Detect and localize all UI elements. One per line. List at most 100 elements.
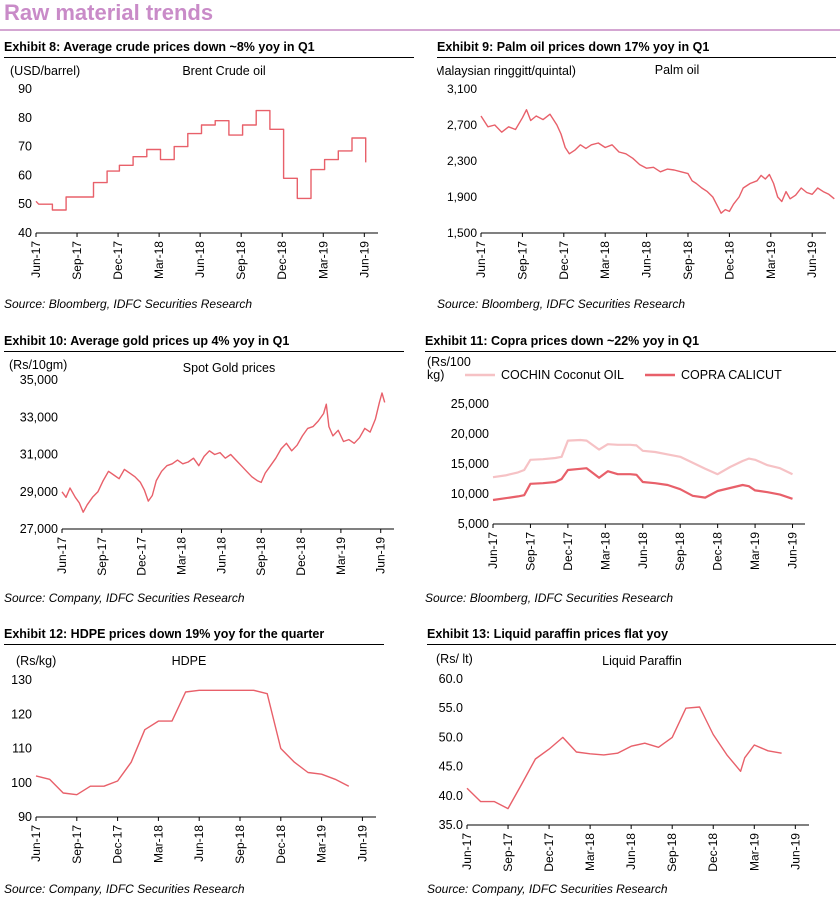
x-tick-label: Jun-18 — [636, 532, 650, 569]
x-tick-label: Sep-17 — [501, 833, 515, 872]
x-tick-label: Sep-17 — [70, 241, 84, 280]
source-note: Source: Bloomberg, IDFC Securities Resea… — [4, 297, 253, 311]
y-tick-label: 2,700 — [447, 118, 477, 132]
y-tick-label: 100 — [11, 776, 32, 790]
x-tick-label: Jun-19 — [786, 532, 800, 569]
x-tick-label: Jun-17 — [460, 833, 474, 870]
y-tick-label: 15,000 — [451, 457, 489, 471]
y-axis-label: (Rs/kg) — [16, 654, 56, 668]
source-note: Source: Bloomberg, IDFC Securities Resea… — [425, 591, 674, 605]
y-tick-label: 1,500 — [447, 226, 477, 240]
exhibit-12-panel: Exhibit 12: HDPE prices down 19% yoy for… — [4, 627, 414, 899]
page-title: Raw material trends — [4, 0, 214, 25]
y-tick-label: 50 — [18, 197, 32, 211]
x-tick-label: Dec-18 — [275, 241, 289, 280]
y-tick-label: 45.0 — [439, 760, 463, 774]
y-tick-label: 25,000 — [451, 397, 489, 411]
exhibit-divider — [425, 351, 836, 352]
x-tick-label: Dec-17 — [135, 537, 149, 576]
y-tick-label: 90 — [18, 810, 32, 824]
source-note: Source: Bloomberg, IDFC Securities Resea… — [437, 297, 686, 311]
x-tick-label: Mar-18 — [152, 241, 166, 279]
x-tick-label: Sep-17 — [70, 825, 84, 864]
exhibit-10-chart: (Rs/10gm) Spot Gold prices 27,000 29,000 31,… — [9, 358, 394, 576]
y-tick-label: 40.0 — [439, 789, 463, 803]
y-tick-label: 1,900 — [447, 190, 477, 204]
y-tick-label: 60 — [18, 168, 32, 182]
x-tick-label: Dec-18 — [711, 532, 725, 571]
x-tick-label: Mar-19 — [747, 833, 761, 871]
exhibit-8-panel: Exhibit 8: Average crude prices down ~8%… — [4, 40, 414, 315]
x-tick-label: Dec-18 — [274, 825, 288, 864]
x-tick-label: Sep-18 — [681, 241, 695, 280]
y-tick-label: 55.0 — [439, 701, 463, 715]
y-tick-label: 110 — [12, 742, 32, 756]
exhibit-11-panel: Exhibit 11: Copra prices down ~22% yoy i… — [425, 334, 836, 609]
x-tick-label: Jun-19 — [374, 537, 388, 574]
y-tick-label: 5,000 — [458, 517, 489, 531]
y-axis-label: kg) — [427, 368, 444, 382]
exhibit-title: Exhibit 11: Copra prices down ~22% yoy i… — [425, 334, 700, 348]
exhibit-divider — [4, 644, 384, 645]
y-tick-label: 130 — [11, 673, 32, 687]
series-line-cochin-coconut-oil — [492, 438, 793, 479]
x-tick-label: Dec-17 — [542, 833, 556, 872]
y-tick-label: 2,300 — [447, 154, 477, 168]
header-divider — [0, 29, 840, 31]
series-line-1 — [480, 109, 835, 214]
y-tick-label: 35,000 — [20, 373, 58, 387]
x-tick-label: Dec-18 — [294, 537, 308, 576]
exhibit-divider — [4, 351, 404, 352]
y-tick-label: 33,000 — [20, 410, 58, 424]
exhibit-9-panel: Exhibit 9: Palm oil prices down 17% yoy … — [437, 40, 836, 315]
exhibit-title: Exhibit 12: HDPE prices down 19% yoy for… — [4, 627, 325, 641]
chart-title: Palm oil — [655, 63, 699, 77]
chart-title: Liquid Paraffin — [602, 654, 682, 668]
x-tick-label: Mar-18 — [598, 241, 612, 279]
x-tick-label: Jun-19 — [788, 833, 802, 870]
y-axis-label: (Rs/100 — [427, 355, 471, 369]
source-note: Source: Company, IDFC Securities Researc… — [427, 882, 668, 896]
series-line-1 — [35, 689, 350, 796]
y-tick-label: 3,100 — [447, 82, 477, 96]
x-tick-label: Jun-18 — [193, 241, 207, 278]
source-note: Source: Company, IDFC Securities Researc… — [4, 882, 245, 896]
x-tick-label: Dec-18 — [706, 833, 720, 872]
y-tick-label: 27,000 — [20, 522, 58, 536]
x-tick-label: Dec-17 — [111, 241, 125, 280]
exhibit-title: Exhibit 8: Average crude prices down ~8%… — [4, 40, 315, 54]
series-line-1 — [35, 109, 367, 211]
legend-label: COPRA CALICUT — [681, 368, 782, 382]
y-axis-label: (USD/barrel) — [10, 64, 80, 78]
x-tick-label: Mar-18 — [151, 825, 165, 863]
x-tick-label: Dec-17 — [561, 532, 575, 571]
x-tick-label: Mar-19 — [334, 537, 348, 575]
exhibit-divider — [437, 57, 836, 58]
source-note: Source: Company, IDFC Securities Researc… — [4, 591, 245, 605]
x-tick-label: Mar-19 — [316, 241, 330, 279]
x-tick-label: Mar-18 — [175, 537, 189, 575]
legend-label: COCHIN Coconut OIL — [501, 368, 624, 382]
x-tick-label: Mar-19 — [315, 825, 329, 863]
exhibit-divider — [427, 644, 836, 645]
x-tick-label: Jun-19 — [355, 825, 369, 862]
y-tick-label: 70 — [18, 140, 32, 154]
y-tick-label: 20,000 — [451, 427, 489, 441]
y-tick-label: 10,000 — [451, 487, 489, 501]
y-axis-label: (Rs/ lt) — [436, 652, 473, 666]
chart-title: HDPE — [172, 654, 207, 668]
x-tick-label: Sep-17 — [95, 537, 109, 576]
x-tick-label: Jun-17 — [29, 825, 43, 862]
exhibit-divider — [4, 57, 414, 58]
y-tick-label: 80 — [18, 111, 32, 125]
x-tick-label: Sep-18 — [665, 833, 679, 872]
y-tick-label: 60.0 — [439, 672, 463, 686]
y-axis-label: (Rs/10gm) — [9, 358, 67, 372]
x-tick-label: Jun-17 — [29, 241, 43, 278]
series-line-copra-calicut — [492, 467, 793, 502]
x-tick-label: Jun-19 — [805, 241, 819, 278]
x-tick-label: Mar-19 — [748, 532, 762, 570]
x-tick-label: Sep-18 — [673, 532, 687, 571]
x-tick-label: Jun-18 — [640, 241, 654, 278]
x-tick-label: Sep-18 — [234, 241, 248, 280]
